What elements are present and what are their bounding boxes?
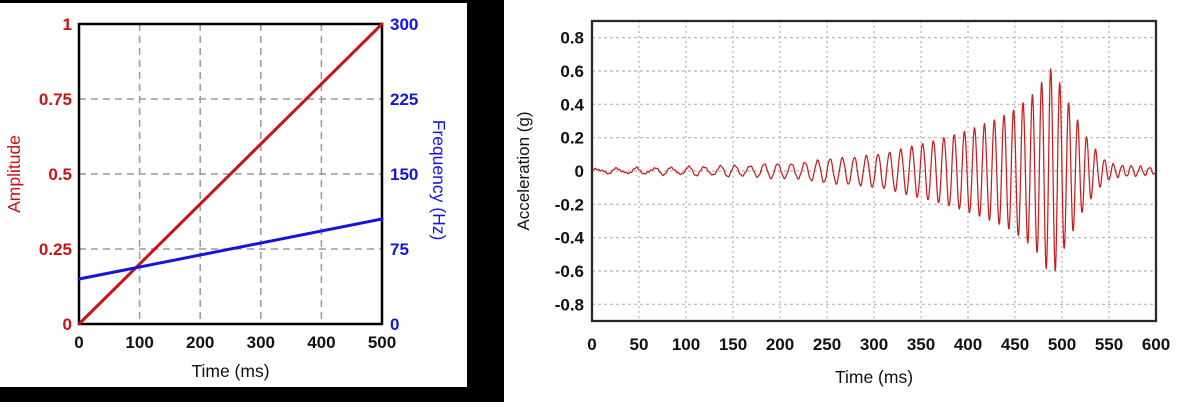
- y-tick-label: 0.8: [560, 29, 584, 48]
- x-axis-title: Time (ms): [191, 361, 269, 381]
- right-y-tick-label: 0: [390, 315, 399, 334]
- acceleration-waveform: [591, 68, 1157, 272]
- y-tick-label: -0.2: [555, 195, 584, 214]
- x-tick-label: 500: [1048, 335, 1076, 354]
- x-tick-label: 350: [907, 335, 935, 354]
- y-tick-label: 0.2: [560, 129, 584, 148]
- sweep-profile-chart: 0 0.25 0.5 0.75 1 0 75 150 225 300 0 100 200 300 400 50…: [4, 15, 449, 381]
- x-tick-label: 400: [954, 335, 982, 354]
- right-y-tick-label: 225: [390, 90, 418, 109]
- right-y-axis-title: Frequency (Hz): [429, 120, 449, 241]
- y-tick-label: -0.6: [555, 262, 584, 281]
- left-y-tick-label: 0: [63, 315, 72, 334]
- left-y-axis-title: Amplitude: [4, 135, 24, 213]
- x-tick-label: 50: [630, 335, 649, 354]
- x-tick-label: 100: [125, 333, 153, 352]
- x-tick-label: 200: [186, 333, 214, 352]
- plot-frame: [77, 22, 384, 326]
- acceleration-figure: 0.8 0.6 0.4 0.2 0 -0.2 -0.4 -0.6 -0.8 0 50 100 150 20…: [505, 0, 1177, 402]
- y-tick-label: 0.4: [560, 95, 584, 114]
- x-tick-label: 600: [1142, 335, 1170, 354]
- left-y-tick-label: 0.75: [39, 90, 72, 109]
- right-y-tick-label: 150: [390, 165, 418, 184]
- x-tick-label: 0: [74, 333, 83, 352]
- x-tick-label: 400: [307, 333, 335, 352]
- x-tick-label: 300: [860, 335, 888, 354]
- x-tick-label: 200: [766, 335, 794, 354]
- y-axis-title: Acceleration (g): [514, 111, 533, 230]
- x-tick-label: 500: [368, 333, 396, 352]
- frequency-profile-line: [77, 217, 384, 281]
- right-y-tick-label: 300: [390, 15, 418, 34]
- x-axis-title: Time (ms): [835, 367, 913, 387]
- amplitude-profile-line: [77, 22, 384, 326]
- left-y-tick-label: 0.25: [39, 240, 72, 259]
- x-tick-label: 250: [813, 335, 841, 354]
- x-tick-label: 150: [719, 335, 747, 354]
- x-tick-label: 550: [1095, 335, 1123, 354]
- acceleration-chart: 0.8 0.6 0.4 0.2 0 -0.2 -0.4 -0.6 -0.8 0 50 100 150 20…: [514, 19, 1170, 387]
- y-tick-label: 0.6: [560, 62, 584, 81]
- x-tick-label: 450: [1001, 335, 1029, 354]
- right-y-tick-label: 75: [390, 240, 409, 259]
- left-y-tick-label: 1: [63, 15, 72, 34]
- x-tick-label: 300: [247, 333, 275, 352]
- x-tick-label: 0: [587, 335, 596, 354]
- plot-frame: [590, 19, 1158, 323]
- y-tick-label: -0.8: [555, 295, 584, 314]
- x-tick-label: 100: [672, 335, 700, 354]
- left-y-tick-label: 0.5: [48, 165, 72, 184]
- y-tick-label: 0: [575, 162, 584, 181]
- y-tick-label: -0.4: [555, 229, 585, 248]
- sweep-profile-figure: 0 0.25 0.5 0.75 1 0 75 150 225 300 0 100 200 300 400 50…: [0, 0, 504, 402]
